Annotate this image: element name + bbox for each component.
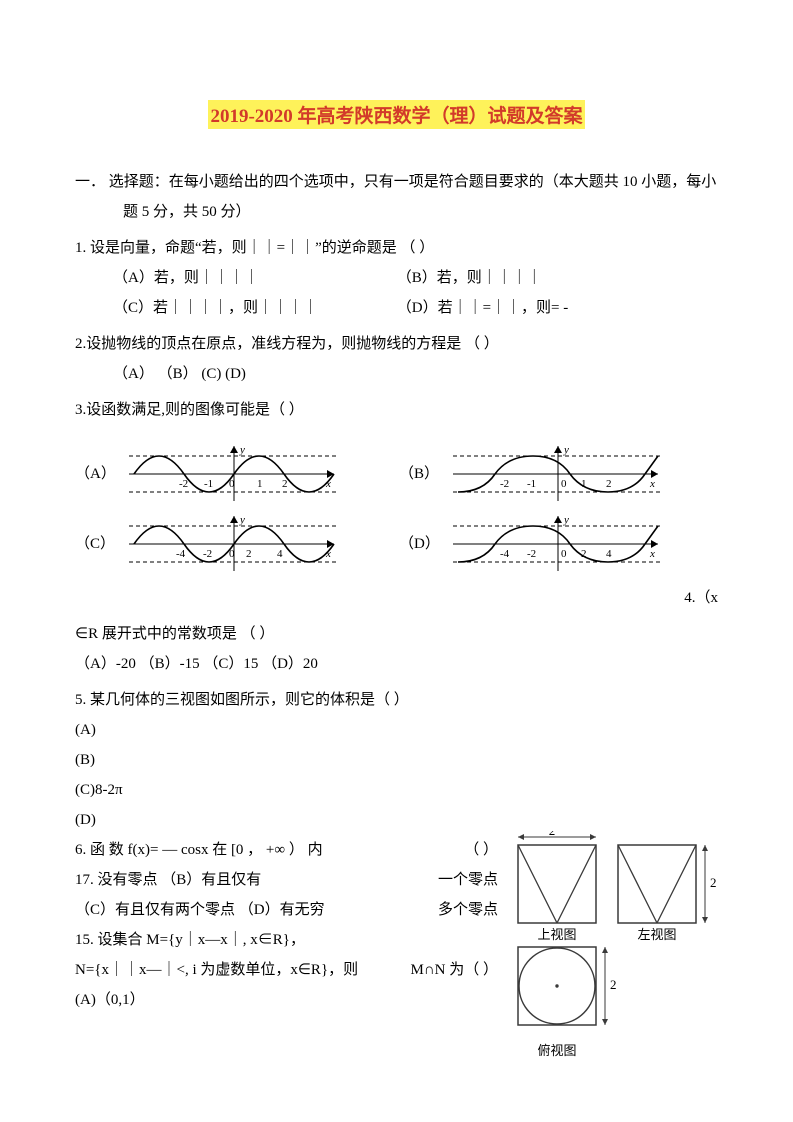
- svg-text:2: 2: [549, 831, 556, 838]
- svg-text:-2: -2: [500, 478, 509, 490]
- q3-stem: 3.设函数满足,则的图像可能是（ ）: [75, 395, 718, 425]
- q4-stem-cont: ∈R 展开式中的常数项是 （ ）: [75, 619, 718, 649]
- title-wrap: 2019-2020 年高考陕西数学（理）试题及答案: [75, 100, 718, 151]
- q1-optA: （A）若，则｜｜｜｜: [113, 263, 393, 293]
- svg-text:2: 2: [581, 548, 587, 560]
- q3-graph-row1: （A） x y -2 -1 0 1: [75, 443, 718, 505]
- q1-optD: （D）若｜｜=｜｜，则= -: [397, 300, 569, 316]
- q3-graph-A: （A） x y -2 -1 0 1: [75, 443, 339, 505]
- svg-text:-1: -1: [527, 478, 536, 490]
- svg-text:x: x: [649, 548, 655, 560]
- q3-graph-C: （C） x y -4 -2 0 2: [75, 513, 339, 575]
- sine-graph-C-icon: x y -4 -2 0 2 4: [129, 513, 339, 575]
- page: 2019-2020 年高考陕西数学（理）试题及答案 一． 选择题：在每小题给出的…: [0, 0, 793, 1122]
- body: 一． 选择题：在每小题给出的四个选项中，只有一项是符合题目要求的（本大题共 10…: [75, 167, 718, 1064]
- q3-optA-label: （A）: [75, 459, 125, 489]
- question-1: 1. 设是向量，命题“若，则｜｜=｜｜”的逆命题是 （ ） （A）若，则｜｜｜｜…: [75, 233, 718, 323]
- bottom-view-label: 俯视图: [508, 1038, 606, 1064]
- document-title: 2019-2020 年高考陕西数学（理）试题及答案: [208, 100, 584, 129]
- sine-graph-D-icon: x y -4 -2 0 2 4: [453, 513, 663, 575]
- q1-optC: （C）若｜｜｜｜，则｜｜｜｜: [113, 293, 393, 323]
- sine-graph-B-icon: x y -2 -1 0 1 2: [453, 443, 663, 505]
- svg-text:左视图: 左视图: [637, 927, 676, 942]
- svg-text:4: 4: [277, 548, 283, 560]
- q6-line1-left: 6. 函 数 f(x)= — cosx 在 [0 ， +∞ ） 内: [75, 842, 323, 858]
- q15-line2-right: M∩N 为（ ）: [410, 955, 498, 985]
- q3-graph-row2: （C） x y -4 -2 0 2: [75, 513, 718, 575]
- svg-text:1: 1: [581, 478, 587, 490]
- q5-stem: 5. 某几何体的三视图如图所示，则它的体积是（ ）: [75, 685, 718, 715]
- q1-stem: 1. 设是向量，命题“若，则｜｜=｜｜”的逆命题是 （ ）: [75, 233, 718, 263]
- svg-text:2: 2: [610, 977, 617, 992]
- svg-text:上视图: 上视图: [537, 927, 576, 942]
- svg-text:y: y: [239, 444, 245, 456]
- svg-text:-2: -2: [179, 478, 188, 490]
- svg-text:0: 0: [229, 548, 235, 560]
- svg-text:2: 2: [282, 478, 288, 490]
- svg-text:y: y: [239, 514, 245, 526]
- q4-opts: （A）-20 （B）-15 （C）15 （D）20: [75, 649, 718, 679]
- svg-text:y: y: [563, 444, 569, 456]
- svg-text:4: 4: [606, 548, 612, 560]
- q6-line2-left: 17. 没有零点 （B）有且仅有: [75, 872, 261, 888]
- section-heading: 一． 选择题：在每小题给出的四个选项中，只有一项是符合题目要求的（本大题共 10…: [75, 167, 718, 227]
- q1-row1: （A）若，则｜｜｜｜ （B）若，则｜｜｜｜: [75, 263, 718, 293]
- question-3: 3.设函数满足,则的图像可能是（ ） （A） x y: [75, 395, 718, 613]
- q2-opts: （A） （B） (C) (D): [75, 359, 718, 389]
- question-2: 2.设抛物线的顶点在原点，准线方程为，则抛物线的方程是 （ ） （A） （B） …: [75, 329, 718, 389]
- q6-line3-left: （C）有且仅有两个零点 （D）有无穷: [75, 902, 325, 918]
- q3-optB-label: （B）: [399, 459, 449, 489]
- question-4: ∈R 展开式中的常数项是 （ ） （A）-20 （B）-15 （C）15 （D）…: [75, 619, 718, 679]
- question-5: 5. 某几何体的三视图如图所示，则它的体积是（ ） (A) (B) (C)8-2…: [75, 685, 718, 835]
- q6-line2-right: 一个零点: [438, 865, 498, 895]
- q3-graph-D: （D） x y -4 -2 0 2: [399, 513, 663, 575]
- svg-text:-4: -4: [500, 548, 510, 560]
- q2-stem: 2.设抛物线的顶点在原点，准线方程为，则抛物线的方程是 （ ）: [75, 329, 718, 359]
- svg-text:x: x: [649, 478, 655, 490]
- q15-line2-left: N={x｜｜x—｜<, i 为虚数单位，x∈R}，则: [75, 962, 358, 978]
- q4-stem-right: 4.（x: [75, 583, 718, 613]
- q3-graph-B: （B） x y -2 -1 0 1: [399, 443, 663, 505]
- q6-line3-right: 多个零点: [438, 895, 498, 925]
- svg-text:-4: -4: [176, 548, 186, 560]
- q6-line1-right: （ ）: [464, 835, 498, 865]
- svg-text:0: 0: [229, 478, 235, 490]
- q5-optA: (A): [75, 715, 718, 745]
- q5-optC: (C)8-2π: [75, 775, 718, 805]
- q1-optB: （B）若，则｜｜｜｜: [397, 270, 542, 286]
- svg-text:1: 1: [257, 478, 263, 490]
- svg-text:-1: -1: [204, 478, 213, 490]
- q1-row2: （C）若｜｜｜｜，则｜｜｜｜ （D）若｜｜=｜｜，则= -: [75, 293, 718, 323]
- svg-text:2: 2: [710, 875, 717, 890]
- q3-optC-label: （C）: [75, 529, 125, 559]
- q5-optB: (B): [75, 745, 718, 775]
- q3-optD-label: （D）: [399, 529, 449, 559]
- svg-text:-2: -2: [527, 548, 536, 560]
- sine-graph-A-icon: x y -2 -1 0 1 2: [129, 443, 339, 505]
- svg-text:0: 0: [561, 478, 567, 490]
- svg-text:0: 0: [561, 548, 567, 560]
- three-view-diagram: 2 2 上视图 左视图: [508, 831, 718, 1064]
- svg-text:y: y: [563, 514, 569, 526]
- q6-q15-block: 2 2 上视图 左视图: [75, 835, 718, 1064]
- svg-text:2: 2: [246, 548, 252, 560]
- svg-text:-2: -2: [203, 548, 212, 560]
- svg-text:2: 2: [606, 478, 612, 490]
- three-view-svg-icon: 2 2 上视图 左视图: [508, 831, 718, 1031]
